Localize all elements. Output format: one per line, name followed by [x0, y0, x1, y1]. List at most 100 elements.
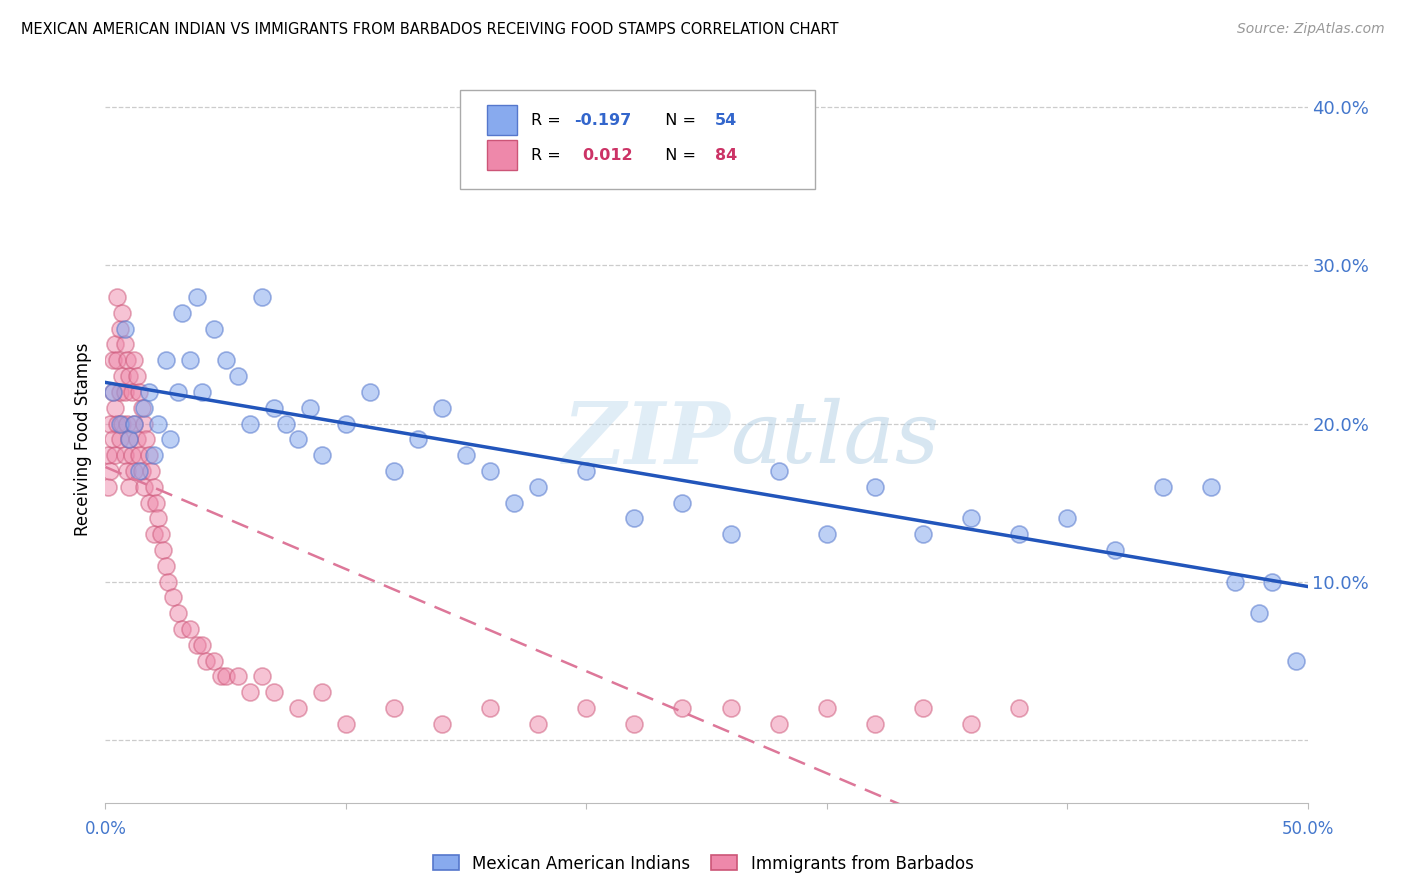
Point — [406, 433, 429, 447]
Point — [118, 433, 141, 447]
Point — [311, 448, 333, 462]
Point — [720, 527, 742, 541]
Point — [108, 417, 131, 431]
Point — [1056, 511, 1078, 525]
Point — [114, 321, 136, 335]
Point — [118, 480, 141, 494]
Point — [1104, 543, 1126, 558]
Text: 54: 54 — [714, 112, 737, 128]
Point — [131, 464, 153, 478]
Point — [132, 417, 155, 431]
Text: N =: N = — [655, 147, 702, 162]
Point — [131, 401, 153, 415]
Point — [179, 622, 201, 636]
Point — [815, 527, 838, 541]
Point — [125, 369, 148, 384]
Point — [202, 654, 225, 668]
Point — [671, 701, 693, 715]
Point — [132, 480, 155, 494]
Bar — [486, 105, 516, 136]
Point — [209, 669, 232, 683]
Point — [101, 433, 124, 447]
Point — [575, 464, 598, 478]
Point — [172, 622, 194, 636]
Point — [114, 448, 136, 462]
Text: 0.0%: 0.0% — [84, 820, 127, 838]
Point — [97, 480, 120, 494]
Point — [107, 353, 129, 368]
Point — [190, 384, 212, 399]
Point — [98, 464, 121, 478]
Point — [382, 701, 405, 715]
Text: atlas: atlas — [731, 398, 939, 481]
Point — [186, 290, 208, 304]
Point — [139, 464, 162, 478]
Point — [671, 495, 693, 509]
Point — [166, 384, 188, 399]
Point — [195, 654, 218, 668]
Point — [138, 448, 160, 462]
Point — [1201, 480, 1223, 494]
Point — [111, 306, 134, 320]
Point — [527, 480, 550, 494]
Point — [107, 417, 129, 431]
Point — [121, 448, 143, 462]
Point — [287, 433, 309, 447]
Bar — [486, 140, 516, 170]
Point — [226, 369, 249, 384]
Point — [125, 433, 148, 447]
Point — [1260, 574, 1282, 589]
Point — [623, 511, 645, 525]
Point — [155, 558, 177, 573]
Point — [454, 448, 477, 462]
Point — [108, 321, 131, 335]
Point — [156, 574, 179, 589]
Point — [152, 543, 174, 558]
Text: ZIP: ZIP — [562, 398, 731, 481]
Text: Source: ZipAtlas.com: Source: ZipAtlas.com — [1237, 22, 1385, 37]
Point — [479, 701, 502, 715]
Point — [179, 353, 201, 368]
Point — [142, 527, 165, 541]
Point — [815, 701, 838, 715]
Text: R =: R = — [531, 112, 565, 128]
Point — [172, 306, 194, 320]
Point — [768, 464, 790, 478]
Point — [101, 353, 124, 368]
Point — [298, 401, 321, 415]
Point — [148, 511, 170, 525]
Point — [214, 669, 236, 683]
Point — [159, 433, 181, 447]
Point — [121, 384, 143, 399]
Point — [128, 448, 150, 462]
Point — [104, 337, 127, 351]
Text: 84: 84 — [714, 147, 737, 162]
Point — [202, 321, 225, 335]
Point — [1008, 701, 1031, 715]
Point — [155, 353, 177, 368]
Point — [118, 433, 141, 447]
Point — [115, 417, 138, 431]
Text: N =: N = — [655, 112, 702, 128]
Point — [114, 384, 136, 399]
Point — [166, 606, 188, 620]
Point — [132, 401, 155, 415]
Point — [430, 401, 453, 415]
Point — [98, 417, 121, 431]
Point — [430, 716, 453, 731]
Point — [263, 685, 285, 699]
Point — [108, 433, 131, 447]
Point — [911, 527, 934, 541]
Point — [104, 448, 127, 462]
Point — [287, 701, 309, 715]
Point — [162, 591, 184, 605]
Point — [108, 384, 131, 399]
Point — [623, 716, 645, 731]
Point — [124, 464, 146, 478]
Point — [124, 417, 146, 431]
Point — [527, 716, 550, 731]
Point — [135, 433, 157, 447]
Point — [239, 417, 262, 431]
Point — [111, 369, 134, 384]
Text: MEXICAN AMERICAN INDIAN VS IMMIGRANTS FROM BARBADOS RECEIVING FOOD STAMPS CORREL: MEXICAN AMERICAN INDIAN VS IMMIGRANTS FR… — [21, 22, 838, 37]
